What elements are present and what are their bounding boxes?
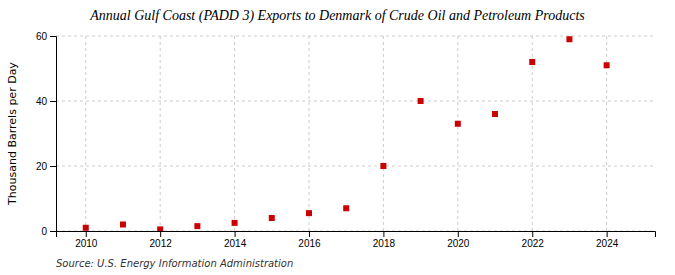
point bbox=[120, 222, 126, 228]
annotation: Source: U.S. Energy Information Administ… bbox=[56, 258, 293, 269]
point bbox=[194, 223, 200, 229]
grid bbox=[56, 36, 655, 231]
point bbox=[492, 111, 498, 117]
tick-label: 2012 bbox=[150, 238, 173, 249]
tick: 60 bbox=[36, 31, 56, 42]
tick-mark bbox=[50, 166, 56, 167]
tick: 0 bbox=[41, 226, 56, 237]
tick-mark bbox=[235, 231, 236, 237]
grid-line-x bbox=[457, 36, 458, 231]
tick-label: 2010 bbox=[75, 238, 98, 249]
tick-label: 2016 bbox=[298, 238, 321, 249]
tick: 2012 bbox=[150, 231, 173, 249]
grid-line-x bbox=[383, 36, 384, 231]
tick-label: 2022 bbox=[522, 238, 545, 249]
plot-area: 2010 2012 2014 2016 2018 2020 2022 2024 0 20 40 60 bbox=[36, 31, 656, 249]
tick: 2018 bbox=[373, 231, 396, 249]
tick-label: 0 bbox=[41, 226, 47, 237]
tick-mark bbox=[86, 231, 87, 237]
tick-mark bbox=[607, 231, 608, 237]
grid-line-y bbox=[56, 101, 655, 102]
axis-line bbox=[50, 37, 57, 232]
tick-label: 2024 bbox=[596, 238, 619, 249]
points bbox=[83, 36, 610, 231]
point bbox=[343, 205, 349, 211]
grid-line-y bbox=[56, 166, 655, 167]
point bbox=[232, 220, 238, 226]
tick-mark bbox=[50, 36, 56, 37]
grid-line-x bbox=[532, 36, 533, 231]
tick: 2020 bbox=[447, 231, 470, 249]
point bbox=[604, 62, 610, 68]
point bbox=[529, 59, 535, 65]
grid-line-x bbox=[308, 36, 309, 231]
tick-label: 2018 bbox=[373, 238, 396, 249]
title: Annual Gulf Coast (PADD 3) Exports to De… bbox=[89, 8, 585, 24]
tick-mark bbox=[50, 101, 56, 102]
tick-mark bbox=[532, 231, 533, 237]
tick-label: 40 bbox=[36, 96, 48, 107]
grid-line-x bbox=[234, 36, 235, 231]
tick: 2010 bbox=[75, 231, 98, 249]
point bbox=[418, 98, 424, 104]
grid-line-x bbox=[85, 36, 86, 231]
grid-line-x bbox=[160, 36, 161, 231]
axis-line bbox=[57, 232, 656, 238]
tick: 2024 bbox=[596, 231, 619, 249]
point bbox=[83, 225, 89, 231]
tick-mark bbox=[383, 231, 384, 237]
tick-mark bbox=[458, 231, 459, 237]
tick: 2016 bbox=[298, 231, 321, 249]
point bbox=[380, 163, 386, 169]
x-axis: 2010 2012 2014 2016 2018 2020 2022 2024 bbox=[57, 231, 656, 249]
tick-mark bbox=[160, 231, 161, 237]
tick-mark bbox=[50, 231, 56, 232]
chart: 2010 2012 2014 2016 2018 2020 2022 2024 0 20 40 60 A… bbox=[0, 0, 675, 275]
point bbox=[269, 215, 275, 221]
grid-line-y bbox=[56, 36, 655, 37]
tick: 2014 bbox=[224, 231, 247, 249]
point bbox=[306, 210, 312, 216]
tick-label: 60 bbox=[36, 31, 48, 42]
point bbox=[566, 36, 572, 42]
tick-mark bbox=[309, 231, 310, 237]
tick-label: 2020 bbox=[447, 238, 470, 249]
tick: 2022 bbox=[522, 231, 545, 249]
y-axis: 0 20 40 60 bbox=[36, 31, 57, 237]
point bbox=[455, 121, 461, 127]
tick-label: 2014 bbox=[224, 238, 247, 249]
y-axis-label: Thousand Barrels per Day bbox=[6, 62, 19, 206]
tick: 40 bbox=[36, 96, 56, 107]
point bbox=[157, 226, 163, 231]
tick: 20 bbox=[36, 161, 56, 172]
tick-label: 20 bbox=[36, 161, 48, 172]
